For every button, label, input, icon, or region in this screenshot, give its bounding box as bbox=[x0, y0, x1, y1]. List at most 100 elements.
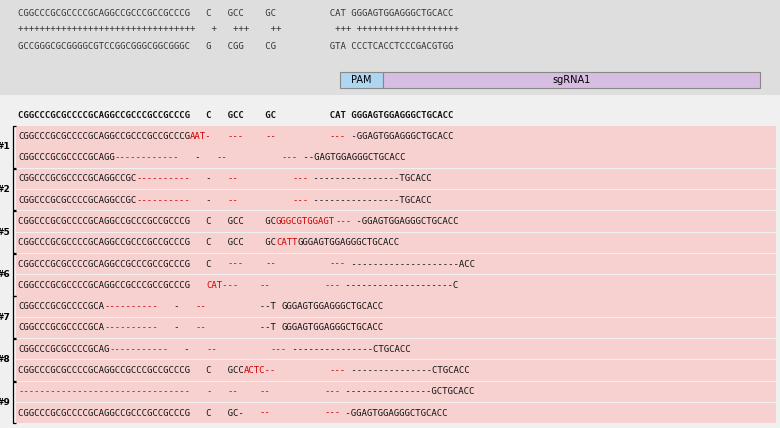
Text: CGGCCCGCGCCCCGCAGGCCGCCCGCCGCCCG   C: CGGCCCGCGCCCCGCAGGCCGCCCGCCGCCCG C bbox=[18, 259, 228, 268]
Bar bbox=[16, 126, 776, 146]
Bar bbox=[16, 211, 776, 232]
Text: ---: --- bbox=[324, 387, 341, 396]
Text: --T: --T bbox=[206, 324, 282, 333]
Text: #6: #6 bbox=[0, 270, 10, 279]
Text: #2: #2 bbox=[0, 185, 10, 194]
Text: --GAGTGGAGGGCTGCACC: --GAGTGGAGGGCTGCACC bbox=[297, 153, 405, 162]
Text: #5: #5 bbox=[0, 228, 10, 237]
Text: ----------: ---------- bbox=[104, 302, 158, 311]
Text: #8: #8 bbox=[0, 355, 10, 364]
Text: CGGCCCGCGCCCCGCAG: CGGCCCGCGCCCCGCAG bbox=[18, 345, 109, 354]
Text: CGGCCCGCGCCCCGCA: CGGCCCGCGCCCCGCA bbox=[18, 324, 104, 333]
Text: ----------------TGCACC: ----------------TGCACC bbox=[308, 174, 432, 184]
Text: --: -- bbox=[260, 387, 271, 396]
Bar bbox=[16, 403, 776, 423]
Text: -: - bbox=[206, 387, 211, 396]
Text: #1: #1 bbox=[0, 143, 10, 152]
Text: -GGAGTGGAGGGCTGCACC: -GGAGTGGAGGGCTGCACC bbox=[351, 217, 459, 226]
Text: ---: --- bbox=[330, 259, 346, 268]
Bar bbox=[16, 360, 776, 381]
Text: GGGAGTGGAGGGCTGCACC: GGGAGTGGAGGGCTGCACC bbox=[297, 238, 399, 247]
Text: -: - bbox=[190, 174, 228, 184]
Text: --: -- bbox=[217, 153, 228, 162]
Text: --: -- bbox=[260, 409, 271, 418]
Text: --: -- bbox=[260, 281, 271, 290]
Text: GCCGGGCGCGGGGCGTCCGGCGGGCGGCGGGC   G   CGG    CG          GTA CCCTCACCTCCCGACGTG: GCCGGGCGCGGGGCGTCCGGCGGGCGGCGGGC G CGG C… bbox=[18, 42, 453, 51]
Text: ----------: ---------- bbox=[136, 196, 190, 205]
Bar bbox=[16, 297, 776, 317]
Bar bbox=[0, 98, 780, 428]
Text: ----------------GCTGCACC: ----------------GCTGCACC bbox=[341, 387, 475, 396]
Text: ---: --- bbox=[292, 174, 308, 184]
Text: CATT: CATT bbox=[276, 238, 297, 247]
Text: ----------------TGCACC: ----------------TGCACC bbox=[308, 196, 432, 205]
Bar bbox=[16, 339, 776, 360]
Text: AAT-: AAT- bbox=[190, 132, 211, 141]
Text: --: -- bbox=[265, 132, 276, 141]
Text: ---: --- bbox=[271, 345, 287, 354]
Text: --: -- bbox=[228, 196, 239, 205]
Bar bbox=[16, 382, 776, 402]
Text: CAT---: CAT--- bbox=[206, 281, 239, 290]
Text: ----------: ---------- bbox=[104, 324, 158, 333]
Text: CGGCCCGCGCCCCGCAGGCCGCCCGCCGCCCG   C   GCC    GC: CGGCCCGCGCCCCGCAGGCCGCCCGCCGCCCG C GCC G… bbox=[18, 217, 276, 226]
Text: sgRNA1: sgRNA1 bbox=[552, 75, 590, 85]
Text: -: - bbox=[179, 153, 217, 162]
Text: CGGCCCGCGCCCCGCA: CGGCCCGCGCCCCGCA bbox=[18, 302, 104, 311]
Text: -GGAGTGGAGGGCTGCACC: -GGAGTGGAGGGCTGCACC bbox=[341, 409, 448, 418]
Text: ---------------CTGCACC: ---------------CTGCACC bbox=[287, 345, 410, 354]
Text: CGGCCCGCGCCCCGCAGGCCGCCCGCCGCCCG   C   GCC    GC          CAT GGGAGTGGAGGGCTGCAC: CGGCCCGCGCCCCGCAGGCCGCCCGCCGCCCG C GCC G… bbox=[18, 9, 453, 18]
Text: ---: --- bbox=[335, 217, 351, 226]
Text: CGGCCCGCGCCCCGCAGGCCGCCCGCCGCCCG: CGGCCCGCGCCCCGCAGGCCGCCCGCCGCCCG bbox=[18, 132, 190, 141]
Text: --------------------C: --------------------C bbox=[341, 281, 459, 290]
Text: --------------------------------: -------------------------------- bbox=[18, 387, 190, 396]
Text: ---------------CTGCACC: ---------------CTGCACC bbox=[346, 366, 470, 375]
Bar bbox=[16, 318, 776, 338]
Text: --: -- bbox=[206, 345, 217, 354]
Text: CGGCCCGCGCCCCGCAGGCCGCCCGCCGCCCG: CGGCCCGCGCCCCGCAGGCCGCCCGCCGCCCG bbox=[18, 281, 206, 290]
Text: ---: --- bbox=[228, 132, 243, 141]
Text: ---: --- bbox=[330, 366, 346, 375]
Bar bbox=[0, 0, 780, 95]
Text: ------------: ------------ bbox=[115, 153, 179, 162]
Text: ----------: ---------- bbox=[136, 174, 190, 184]
Text: GGGCGTGGAGT: GGGCGTGGAGT bbox=[276, 217, 335, 226]
Text: #7: #7 bbox=[0, 313, 10, 322]
Text: --T: --T bbox=[206, 302, 282, 311]
Text: ---: --- bbox=[324, 409, 341, 418]
Text: ---: --- bbox=[282, 153, 297, 162]
Text: -GGAGTGGAGGGCTGCACC: -GGAGTGGAGGGCTGCACC bbox=[346, 132, 453, 141]
Bar bbox=[340, 72, 383, 88]
Bar bbox=[16, 190, 776, 211]
Text: ---: --- bbox=[330, 132, 346, 141]
Text: --: -- bbox=[195, 324, 206, 333]
Text: ---: --- bbox=[324, 281, 341, 290]
Text: -: - bbox=[158, 302, 195, 311]
Bar bbox=[16, 232, 776, 253]
Text: #9: #9 bbox=[0, 398, 10, 407]
Text: --: -- bbox=[228, 174, 239, 184]
Text: +++++++++++++++++++++++++++++++++   +   +++    ++          +++ +++++++++++++++++: +++++++++++++++++++++++++++++++++ + +++ … bbox=[18, 24, 459, 33]
Text: CGGCCCGCGCCCCGCAGG: CGGCCCGCGCCCCGCAGG bbox=[18, 153, 115, 162]
Text: CGGCCCGCGCCCCGCAGGCCGCCCGCCGCCCG   C   GCC    GC          CAT GGGAGTGGAGGGCTGCAC: CGGCCCGCGCCCCGCAGGCCGCCCGCCGCCCG C GCC G… bbox=[18, 110, 453, 119]
Text: -----------: ----------- bbox=[109, 345, 168, 354]
Text: CGGCCCGCGCCCCGCAGGCCGCCCGCCGCCCG   C   GC-: CGGCCCGCGCCCCGCAGGCCGCCCGCCGCCCG C GC- bbox=[18, 409, 260, 418]
Text: GGGAGTGGAGGGCTGCACC: GGGAGTGGAGGGCTGCACC bbox=[282, 324, 384, 333]
Text: --: -- bbox=[195, 302, 206, 311]
Text: ACTC--: ACTC-- bbox=[243, 366, 276, 375]
Text: ---: --- bbox=[292, 196, 308, 205]
Bar bbox=[16, 169, 776, 189]
Bar bbox=[16, 254, 776, 274]
Text: CGGCCCGCGCCCCGCAGGCCGCCCGCCGCCCG   C   GCC    GC: CGGCCCGCGCCCCGCAGGCCGCCCGCCGCCCG C GCC G… bbox=[18, 238, 276, 247]
Text: CGGCCCGCGCCCCGCAGGCCGCCCGCCGCCCG   C   GCC: CGGCCCGCGCCCCGCAGGCCGCCCGCCGCCCG C GCC bbox=[18, 366, 243, 375]
Text: --: -- bbox=[265, 259, 276, 268]
Text: CGGCCCGCGCCCCGCAGGCCGC: CGGCCCGCGCCCCGCAGGCCGC bbox=[18, 196, 136, 205]
Text: CGGCCCGCGCCCCGCAGGCCGC: CGGCCCGCGCCCCGCAGGCCGC bbox=[18, 174, 136, 184]
Bar bbox=[16, 275, 776, 296]
Bar bbox=[383, 72, 760, 88]
Text: --: -- bbox=[228, 387, 239, 396]
Text: -: - bbox=[190, 196, 228, 205]
Text: ---: --- bbox=[228, 259, 243, 268]
Text: -: - bbox=[158, 324, 195, 333]
Text: GGGAGTGGAGGGCTGCACC: GGGAGTGGAGGGCTGCACC bbox=[282, 302, 384, 311]
